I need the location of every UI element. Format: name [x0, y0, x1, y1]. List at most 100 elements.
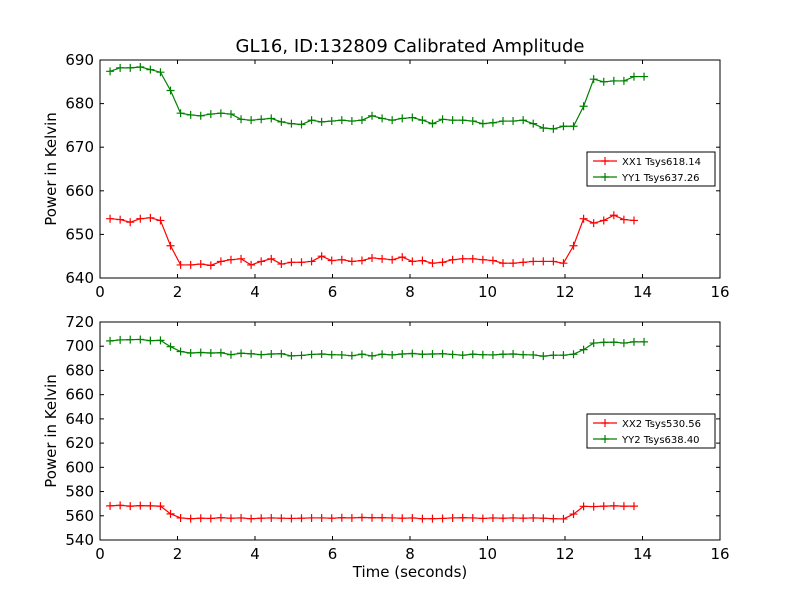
data-point — [368, 513, 377, 522]
series-2 — [106, 335, 649, 361]
y-tick-label: 560 — [65, 507, 94, 525]
data-point — [378, 350, 387, 359]
data-point — [579, 345, 588, 354]
legend-marker — [601, 419, 609, 427]
data-point — [257, 115, 266, 124]
legend-box — [586, 413, 716, 449]
data-point — [317, 349, 326, 358]
y-tick-label: 600 — [65, 458, 94, 476]
data-point — [509, 513, 518, 522]
data-point — [196, 514, 205, 523]
data-point — [247, 260, 256, 269]
legend: XX2 Tsys530.56 YY2 Tsys638.40 — [586, 413, 716, 449]
data-point — [418, 116, 427, 125]
data-point — [549, 514, 558, 523]
data-point — [579, 102, 588, 111]
y-tick-label: 670 — [65, 138, 94, 156]
y-tick-label: 680 — [65, 361, 94, 379]
data-point — [307, 116, 316, 125]
data-point — [136, 214, 145, 223]
x-tick-label: 2 — [173, 545, 183, 563]
data-point — [247, 349, 256, 358]
data-point — [468, 117, 477, 126]
data-point — [267, 254, 276, 263]
data-point — [589, 339, 598, 348]
data-point — [398, 253, 407, 262]
data-point — [196, 111, 205, 120]
data-point — [176, 260, 185, 269]
data-point — [388, 116, 397, 125]
data-point — [226, 110, 235, 119]
data-point — [499, 350, 507, 359]
data-point — [347, 257, 356, 266]
y-tick-label: 700 — [65, 337, 94, 355]
data-point — [156, 502, 165, 511]
data-point — [549, 124, 558, 133]
data-point — [216, 513, 225, 522]
legend-label: XX1 Tsys618.14 — [622, 157, 701, 168]
data-point — [287, 351, 296, 360]
data-point — [277, 514, 286, 523]
data-point — [277, 117, 286, 126]
x-tick-label: 16 — [710, 545, 729, 563]
data-point — [509, 349, 518, 358]
data-point — [317, 513, 326, 522]
data-point — [357, 256, 366, 265]
data-point — [247, 514, 256, 523]
y-tick-label: 650 — [65, 225, 94, 243]
data-point — [629, 337, 638, 346]
data-point — [448, 513, 457, 522]
data-point — [418, 514, 427, 523]
data-point — [438, 349, 447, 358]
data-point — [237, 513, 246, 522]
data-point — [297, 258, 306, 267]
data-point — [166, 342, 175, 351]
data-point — [458, 116, 467, 125]
x-tick-label: 6 — [328, 545, 338, 563]
data-point — [106, 214, 115, 223]
data-point — [357, 513, 366, 522]
data-point — [438, 258, 447, 267]
data-point — [378, 513, 387, 522]
data-point — [378, 114, 387, 123]
y-tick-label: 680 — [65, 95, 94, 113]
legend-box — [586, 151, 716, 187]
data-point — [156, 216, 165, 225]
x-tick-label: 8 — [405, 545, 415, 563]
data-point — [388, 513, 397, 522]
x-tick-label: 4 — [250, 283, 260, 301]
chart-title: GL16, ID:132809 Calibrated Amplitude — [236, 36, 585, 57]
data-point — [619, 76, 628, 85]
data-point — [317, 117, 326, 126]
data-point — [579, 214, 588, 223]
data-point — [640, 337, 649, 346]
data-point — [599, 502, 608, 511]
data-point — [116, 215, 125, 224]
data-point — [206, 514, 215, 523]
data-point — [519, 514, 528, 523]
data-point — [146, 65, 155, 74]
data-point — [398, 514, 407, 523]
data-point — [368, 351, 377, 360]
x-tick-label: 6 — [328, 283, 338, 301]
data-point — [166, 86, 175, 95]
data-point — [136, 62, 145, 71]
data-point — [347, 117, 356, 126]
data-point — [519, 116, 528, 125]
data-point — [539, 124, 548, 133]
data-point — [287, 514, 296, 523]
x-tick-label: 0 — [95, 283, 105, 301]
x-tick-label: 12 — [555, 283, 574, 301]
x-tick-label: 2 — [173, 283, 183, 301]
data-point — [136, 335, 145, 344]
x-tick-label: 14 — [633, 283, 652, 301]
data-point — [267, 513, 276, 522]
data-point — [559, 259, 568, 268]
data-point — [559, 514, 568, 523]
x-axis-label: Time (seconds) — [352, 563, 468, 581]
data-point — [186, 260, 195, 269]
data-point — [569, 510, 578, 519]
data-point — [428, 119, 437, 128]
chart-1: 0 2 4 6 8 10 12 14 16 640 650 660 670 680 690 GL16, ID:… — [42, 36, 730, 301]
data-point — [307, 513, 316, 522]
